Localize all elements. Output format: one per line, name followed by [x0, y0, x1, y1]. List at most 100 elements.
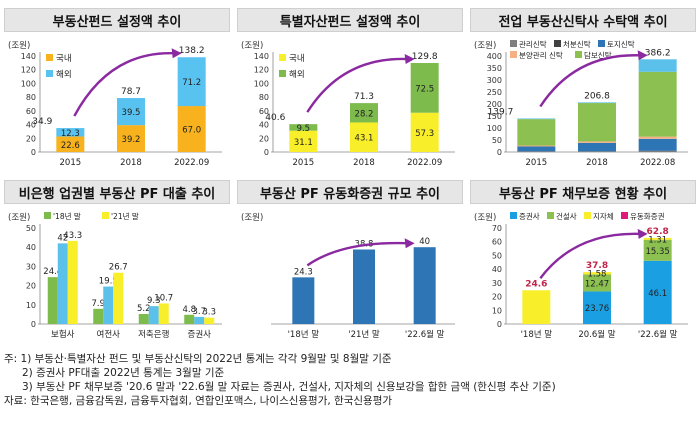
y-tick-label: 0 — [264, 148, 269, 157]
data-label: 23.76 — [585, 304, 609, 314]
legend-label: 국내 — [56, 54, 72, 64]
bar-segment — [410, 62, 439, 113]
bar-segment — [350, 103, 378, 123]
unit-label: (조원) — [8, 213, 30, 223]
data-label: 5.2 — [137, 304, 151, 314]
x-tick-label: '18년 말 — [288, 329, 320, 340]
legend-label: '18년 말 — [53, 211, 81, 221]
y-tick-label: 70 — [492, 224, 502, 233]
bar-segment — [583, 291, 611, 324]
total-label: 37.8 — [586, 261, 608, 271]
data-label: 67.0 — [182, 126, 201, 136]
total-label: 139.7 — [488, 107, 514, 117]
bar-segment — [56, 128, 85, 137]
bar-segment — [638, 59, 677, 72]
data-label: 72.5 — [415, 84, 434, 94]
legend-label: '21년 말 — [111, 211, 139, 221]
panel-special-asset-fund: 특별자산펀드 설정액 추이 (조원) 0 20 40 60 80 100 120 140 2015… — [237, 8, 463, 178]
chart-real-estate-fund: (조원) 0 20 40 60 80 100 120 140 2015 2018 2022.09 22.… — [8, 41, 222, 168]
chart-title: 부동산 PF 채무보증 현황 추이 — [470, 180, 696, 204]
data-label: 24.4 — [43, 267, 62, 277]
bar-segment — [177, 106, 206, 152]
bar-segment — [578, 141, 616, 143]
legend-label: 관리신탁 — [519, 39, 547, 49]
data-label: 43.1 — [355, 134, 374, 144]
total-label: 129.8 — [412, 52, 438, 62]
bar — [47, 277, 58, 324]
bar-segment — [638, 136, 677, 139]
y-tick-label: 140 — [254, 52, 269, 61]
data-label: 57.3 — [415, 129, 434, 139]
bar-segment — [643, 260, 672, 324]
data-label: 4.8 — [182, 305, 196, 315]
y-tick-label: 20 — [492, 293, 502, 302]
x-tick-label: '22.6월 말 — [405, 329, 445, 340]
y-tick-label: 100 — [487, 124, 502, 133]
data-label: 12.47 — [585, 279, 609, 289]
bar — [93, 308, 104, 324]
total-label: 206.8 — [584, 91, 610, 101]
chart-pf-securitization: (조원)'18년 말 '21년 말 '22.6월 말24.338.8 40 — [241, 213, 455, 340]
unit-label: (조원) — [241, 41, 263, 51]
bar-segment — [289, 130, 318, 152]
legend-swatch — [44, 212, 51, 219]
legend-swatch — [510, 40, 517, 47]
data-label: 26.7 — [109, 263, 128, 273]
data-label: 12.3 — [61, 129, 80, 139]
y-tick-label: 40 — [492, 265, 502, 274]
bar-segment — [177, 57, 206, 107]
trend-arrowhead — [404, 53, 415, 64]
legend-swatch — [279, 70, 286, 77]
note-line: 3) 부동산 PF 채무보증 '20.6 말과 '22.6월 말 자료는 증권사… — [22, 381, 556, 393]
x-tick-label: 2018 — [586, 158, 608, 168]
data-label: 15.35 — [645, 247, 669, 257]
data-label: 40 — [419, 237, 430, 247]
legend-swatch — [575, 51, 582, 58]
legend-label: 해외 — [56, 69, 72, 80]
trend-arrow — [539, 232, 640, 279]
bar-segment — [517, 118, 556, 120]
total-label: 386.2 — [645, 48, 671, 58]
y-tick-label: 80 — [26, 93, 36, 102]
data-label: 28.2 — [355, 109, 374, 119]
bar-segment — [638, 151, 677, 152]
bar — [194, 316, 205, 324]
bar-segment — [117, 98, 145, 126]
bar — [158, 303, 169, 324]
note-line: 2) 증권사 PF대출 2022년 통계는 3월말 기준 — [22, 367, 225, 379]
x-tick-label: 2018 — [120, 158, 142, 168]
panel-pf-securitization: 부동산 PF 유동화증권 규모 추이 (조원) '18년 말 '21년 말 '22.6… — [237, 180, 463, 350]
x-tick-label: 2015 — [293, 158, 315, 168]
bar-segment — [583, 272, 611, 275]
bar — [184, 314, 195, 324]
data-label: 1.31 — [648, 235, 667, 245]
legend-swatch — [554, 40, 561, 47]
chart-title: 전업 부동산신탁사 수탁액 추이 — [470, 8, 696, 32]
total-label: 34.9 — [32, 117, 52, 127]
x-tick-label: 증권사 — [188, 329, 212, 340]
unit-label: (조원) — [474, 213, 496, 223]
y-tick-label: 30 — [26, 262, 36, 271]
data-label: 31.1 — [294, 138, 313, 148]
bar — [204, 317, 215, 324]
footnotes: 주: 1) 부동산·특별자산 펀드 및 부동산신탁의 2022년 통계는 각각 … — [4, 352, 696, 408]
legend-swatch — [46, 54, 53, 61]
bar-segment — [522, 290, 551, 324]
y-tick-label: 0 — [497, 148, 502, 157]
chart-trust: (조원) 0 50 100 150 200 250 300 350 400 2015 2018 2022… — [474, 39, 688, 168]
y-tick-label: 30 — [492, 279, 502, 288]
trend-arrow — [73, 52, 174, 117]
data-label: 46.1 — [648, 289, 667, 299]
y-tick-label: 200 — [487, 100, 502, 109]
x-tick-label: '21년 말 — [348, 329, 380, 340]
trend-arrow — [306, 57, 407, 113]
y-tick-label: 0 — [497, 320, 502, 329]
y-tick-label: 400 — [487, 52, 502, 61]
y-tick-label: 350 — [487, 64, 502, 73]
legend-label: 유동화증권 — [630, 212, 665, 221]
data-label: 39.2 — [122, 135, 141, 145]
data-label: 39.5 — [122, 108, 141, 118]
trend-arrow — [539, 54, 640, 108]
note-line: 자료: 한국은행, 금융감독원, 금융투자협회, 연합인포맥스, 나이스신용평가… — [4, 395, 393, 407]
